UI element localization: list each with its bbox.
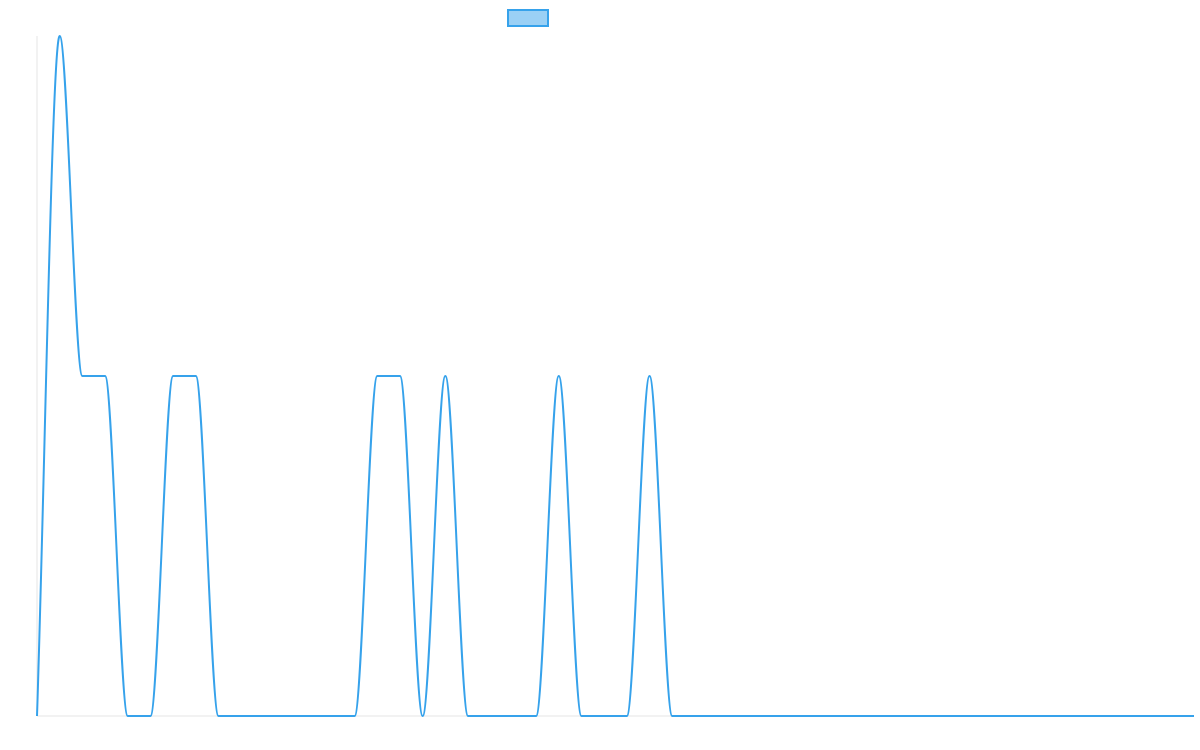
data-point[interactable] (147, 713, 153, 719)
data-point[interactable] (1010, 713, 1016, 719)
data-point[interactable] (669, 713, 675, 719)
data-point[interactable] (215, 713, 221, 719)
data-point[interactable] (715, 713, 721, 719)
data-point[interactable] (261, 713, 267, 719)
data-point[interactable] (193, 373, 199, 379)
data-point[interactable] (465, 713, 471, 719)
data-point[interactable] (374, 373, 380, 379)
data-point[interactable] (851, 713, 857, 719)
data-point[interactable] (102, 373, 108, 379)
data-point[interactable] (1191, 713, 1197, 719)
data-point[interactable] (578, 713, 584, 719)
data-point[interactable] (737, 713, 743, 719)
data-point[interactable] (510, 713, 516, 719)
data-point[interactable] (1078, 713, 1084, 719)
data-point[interactable] (941, 713, 947, 719)
data-point[interactable] (760, 713, 766, 719)
data-points (34, 33, 1197, 719)
data-point[interactable] (352, 713, 358, 719)
legend[interactable] (507, 9, 549, 27)
data-point[interactable] (873, 713, 879, 719)
data-point[interactable] (828, 713, 834, 719)
data-point[interactable] (533, 713, 539, 719)
data-point[interactable] (1146, 713, 1152, 719)
data-point[interactable] (420, 713, 426, 719)
data-point[interactable] (306, 713, 312, 719)
data-point[interactable] (1168, 713, 1174, 719)
data-point[interactable] (624, 713, 630, 719)
data-point[interactable] (556, 373, 562, 379)
data-point[interactable] (783, 713, 789, 719)
data-point[interactable] (1123, 713, 1129, 719)
data-point[interactable] (987, 713, 993, 719)
data-point[interactable] (805, 713, 811, 719)
data-point[interactable] (442, 373, 448, 379)
data-point[interactable] (170, 373, 176, 379)
data-point[interactable] (488, 713, 494, 719)
data-point[interactable] (329, 713, 335, 719)
data-point[interactable] (647, 373, 653, 379)
data-point[interactable] (1055, 713, 1061, 719)
data-point[interactable] (284, 713, 290, 719)
data-point[interactable] (34, 713, 40, 719)
data-point[interactable] (125, 713, 131, 719)
data-point[interactable] (1100, 713, 1106, 719)
data-point[interactable] (57, 33, 63, 39)
data-point[interactable] (397, 373, 403, 379)
data-point[interactable] (79, 373, 85, 379)
data-point[interactable] (896, 713, 902, 719)
data-point[interactable] (238, 713, 244, 719)
data-point[interactable] (919, 713, 925, 719)
series-line (36, 35, 1194, 717)
legend-swatch[interactable] (507, 9, 549, 27)
data-point[interactable] (1032, 713, 1038, 719)
data-point[interactable] (601, 713, 607, 719)
data-point[interactable] (964, 713, 970, 719)
data-point[interactable] (692, 713, 698, 719)
